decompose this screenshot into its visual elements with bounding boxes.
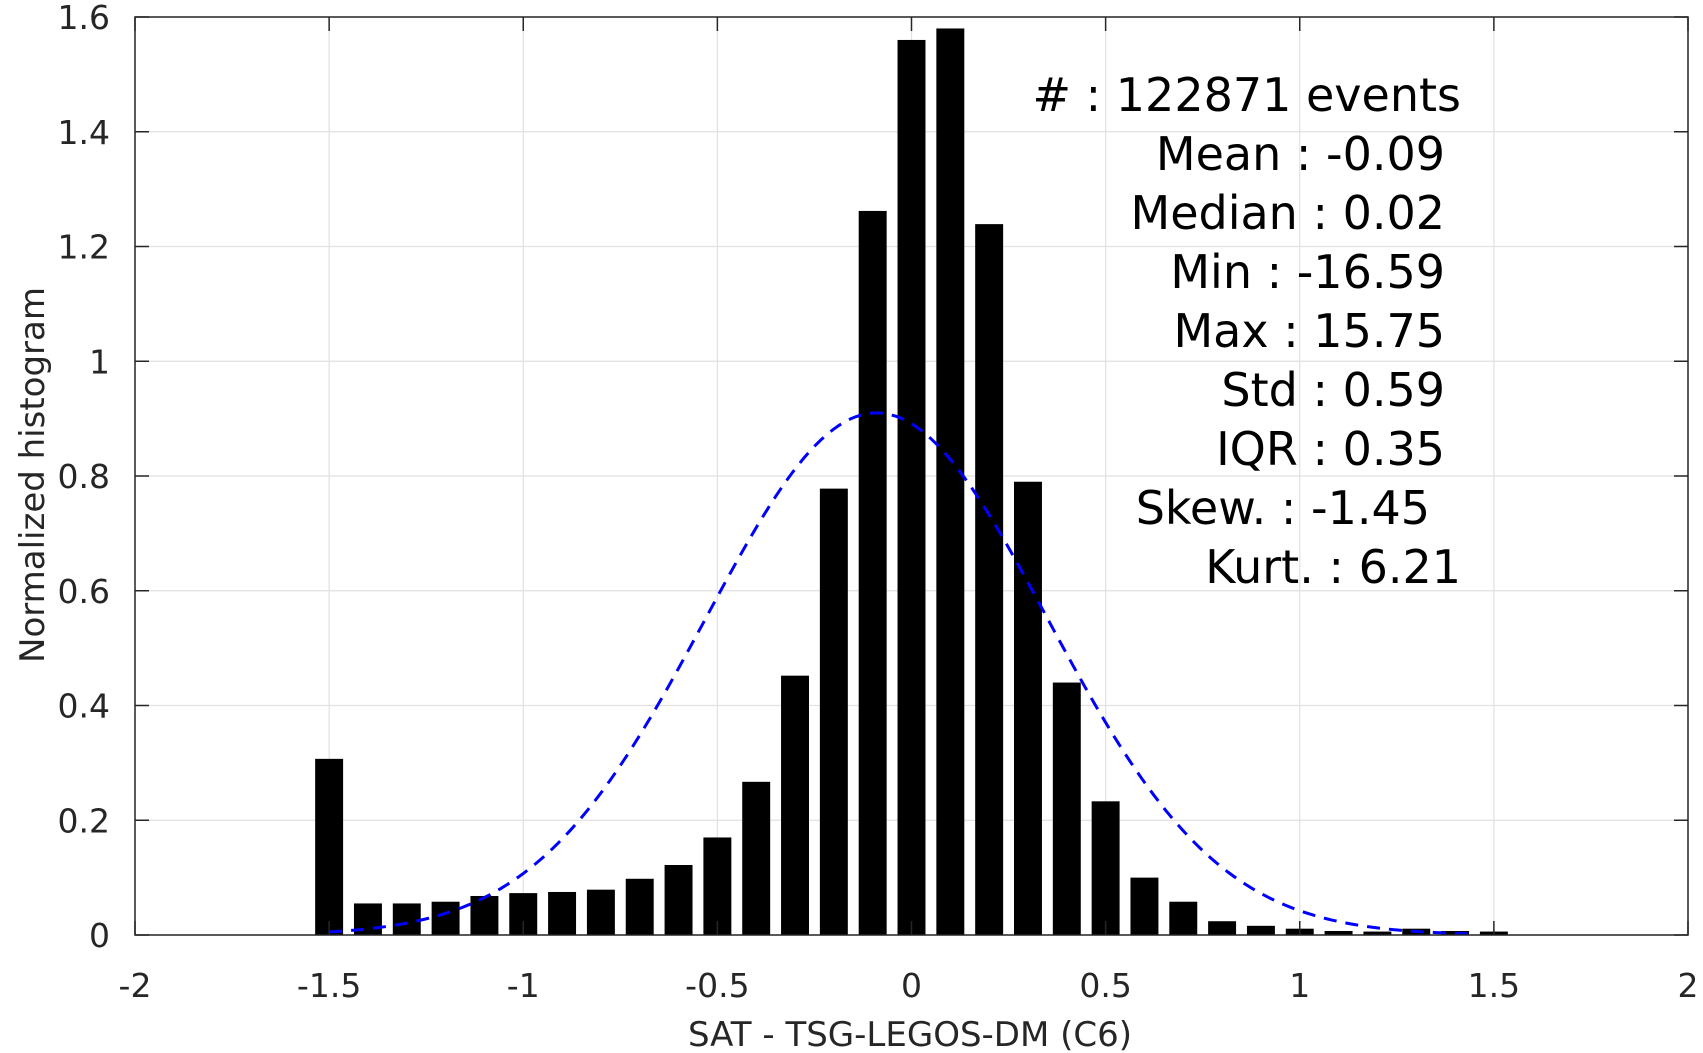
histogram-bar <box>470 895 499 935</box>
histogram-bar <box>315 758 344 935</box>
y-tick-label: 0 <box>89 916 110 955</box>
histogram-bar <box>1052 682 1081 935</box>
y-tick-label: 1.2 <box>58 228 110 267</box>
histogram-bar <box>897 39 926 935</box>
normal-fit-curve <box>329 411 1475 936</box>
histogram-bar <box>1363 931 1392 935</box>
x-axis-label: SAT - TSG-LEGOS-DM (C6) <box>688 1015 1132 1053</box>
x-tick-label: 0.5 <box>1079 966 1131 1005</box>
histogram-bar <box>431 901 460 935</box>
histogram-bar <box>548 891 577 935</box>
histogram-bar <box>936 28 965 936</box>
stat-events: # : 122871 events <box>1033 68 1462 122</box>
x-tick-label: 1 <box>1289 966 1310 1005</box>
stat-median: Median : 0.02 <box>1131 186 1445 240</box>
histogram-bar <box>664 865 693 935</box>
x-tick-label: -0.5 <box>685 966 749 1005</box>
histogram-bar <box>1324 930 1353 935</box>
axis-ticks <box>134 16 1689 936</box>
statistics-annotation: # : 122871 events Mean : -0.09 Median : … <box>1033 68 1462 594</box>
histogram-bar <box>586 889 615 935</box>
histogram-bar <box>819 488 848 935</box>
y-tick-label: 0.6 <box>58 572 110 611</box>
y-tick-label: 1.4 <box>58 113 110 152</box>
x-tick-label: 0 <box>901 966 922 1005</box>
histogram-bar <box>858 210 887 936</box>
y-tick-label: 1.6 <box>58 0 110 37</box>
y-tick-label: 1 <box>89 342 110 381</box>
histogram-bar <box>742 781 771 935</box>
stat-iqr: IQR : 0.35 <box>1216 422 1445 476</box>
histogram-bar <box>1091 801 1120 935</box>
stat-std: Std : 0.59 <box>1221 363 1445 417</box>
histogram-bar <box>1169 901 1198 935</box>
histogram-bar <box>703 837 732 935</box>
histogram-bar <box>1208 921 1237 935</box>
histogram-bar <box>1013 481 1042 935</box>
x-tick-label: 2 <box>1678 966 1699 1005</box>
stat-skew: Skew. : -1.45 <box>1136 481 1430 535</box>
stat-max: Max : 15.75 <box>1173 304 1445 358</box>
stat-mean: Mean : -0.09 <box>1156 127 1445 181</box>
histogram-bars <box>315 28 1508 936</box>
y-tick-label: 0.8 <box>58 457 110 496</box>
y-tick-label: 0.4 <box>58 687 110 726</box>
histogram-bar <box>975 224 1004 935</box>
x-tick-label: 1.5 <box>1468 966 1520 1005</box>
y-tick-labels: 0 0.2 0.4 0.6 0.8 1 1.2 1.4 1.6 <box>58 0 110 955</box>
stat-kurt: Kurt. : 6.21 <box>1205 540 1461 594</box>
x-tick-label: -1 <box>507 966 540 1005</box>
histogram-bar <box>392 903 421 935</box>
x-tick-label: -2 <box>119 966 152 1005</box>
histogram-bar <box>781 675 810 935</box>
histogram-bar <box>1246 925 1275 935</box>
histogram-bar <box>1130 877 1159 935</box>
stat-min: Min : -16.59 <box>1170 245 1445 299</box>
x-tick-label: -1.5 <box>297 966 361 1005</box>
histogram-bar <box>625 878 654 935</box>
y-axis-label: Normalized histogram <box>13 287 53 663</box>
y-tick-label: 0.2 <box>58 801 110 840</box>
x-tick-labels: -2 -1.5 -1 -0.5 0 0.5 1 1.5 2 <box>119 966 1699 1005</box>
